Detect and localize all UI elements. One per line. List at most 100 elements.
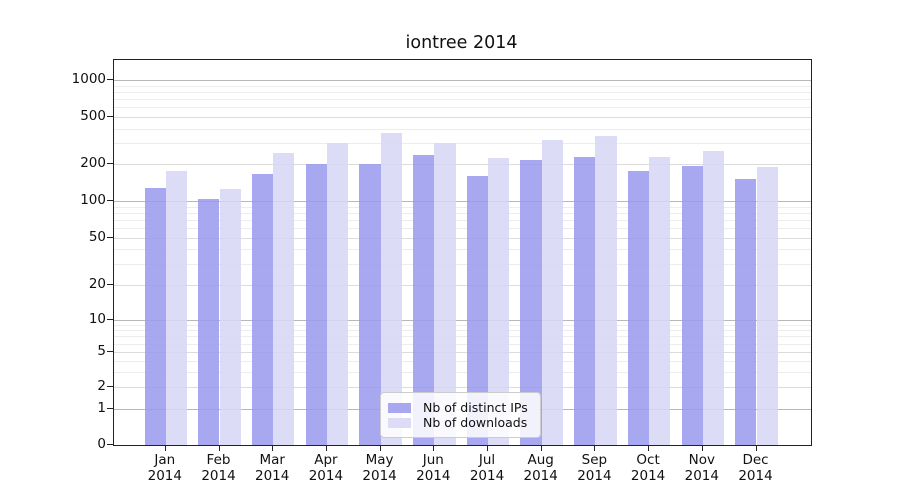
bar-nov-2014-distinct-ips [681, 165, 703, 445]
bar-jul-2014-downloads [488, 157, 510, 445]
bar-feb-2014-distinct-ips [198, 199, 220, 445]
minor-gridline [114, 264, 811, 266]
y-tick-mark [107, 116, 113, 117]
bar-aug-2014-distinct-ips [520, 160, 542, 445]
x-tick-mark [594, 445, 596, 451]
y-tick-label: 500 [80, 108, 106, 124]
minor-gridline [114, 143, 811, 145]
y-tick-mark [107, 444, 113, 445]
minor-gridline [114, 91, 811, 93]
legend-item-downloads: Nb of downloads [388, 416, 532, 429]
minor-gridline [114, 343, 811, 345]
x-tick-label: May 2014 [362, 452, 397, 484]
bar-jun-2014-downloads [434, 143, 456, 445]
x-tick-label: Nov 2014 [684, 452, 719, 484]
x-tick-mark [755, 445, 757, 451]
minor-gridline [114, 228, 811, 230]
y-tick-label: 2 [97, 378, 106, 394]
x-tick-label: Apr 2014 [308, 452, 344, 484]
x-tick-label: Oct 2014 [630, 452, 666, 484]
y-tick-label: 50 [88, 228, 106, 245]
bar-may-2014-downloads [380, 133, 402, 445]
minor-gridline [114, 371, 811, 373]
y-tick-label: 1 [97, 399, 106, 416]
x-tick-label: Jul 2014 [469, 452, 505, 484]
x-tick-label: Jun 2014 [416, 452, 451, 484]
plot-area [113, 59, 812, 446]
major-gridline [114, 201, 811, 202]
x-tick-mark [218, 445, 220, 451]
minor-gridline [114, 212, 811, 214]
x-tick-mark [487, 445, 488, 451]
gridline [114, 352, 811, 353]
legend: Nb of distinct IPs Nb of downloads [380, 392, 541, 438]
x-tick-mark [540, 445, 542, 451]
bar-jan-2014-downloads [165, 170, 188, 445]
minor-gridline [114, 99, 811, 101]
minor-gridline [114, 336, 811, 338]
chart-title: iontree 2014 [405, 33, 518, 53]
x-tick-mark [272, 445, 274, 451]
bar-nov-2014-downloads [702, 150, 725, 445]
x-tick-label: Dec 2014 [738, 452, 773, 484]
bar-feb-2014-downloads [219, 189, 241, 445]
x-tick-mark [701, 445, 703, 451]
x-tick-label: Aug 2014 [523, 452, 558, 484]
y-tick-mark [107, 319, 113, 320]
major-gridline [114, 80, 811, 81]
bar-sep-2014-downloads [595, 136, 617, 445]
x-tick-mark [379, 445, 381, 451]
y-tick-label: 10 [88, 311, 106, 327]
gridline [114, 117, 811, 118]
minor-gridline [114, 324, 811, 326]
bar-jan-2014-distinct-ips [144, 188, 166, 445]
y-tick-mark [107, 407, 113, 409]
y-tick-mark [107, 236, 113, 238]
legend-item-distinct-ips: Nb of distinct IPs [388, 401, 532, 414]
legend-label-downloads: Nb of downloads [423, 415, 528, 430]
x-tick-label: Feb 2014 [201, 452, 236, 484]
minor-gridline [114, 360, 811, 362]
legend-swatch-distinct-ips [388, 402, 411, 413]
minor-gridline [114, 85, 811, 87]
y-tick-label: 0 [97, 436, 106, 452]
bar-oct-2014-downloads [649, 156, 671, 445]
bar-dec-2014-downloads [756, 166, 778, 445]
x-tick-label: Sep 2014 [577, 452, 612, 484]
legend-label-distinct-ips: Nb of distinct IPs [423, 400, 528, 415]
minor-gridline [114, 249, 811, 251]
bar-aug-2014-downloads [541, 139, 563, 445]
major-gridline [114, 320, 811, 321]
gridline [114, 387, 811, 388]
x-tick-mark [164, 445, 166, 451]
y-tick-label: 20 [88, 276, 106, 292]
bar-mar-2014-distinct-ips [251, 174, 274, 445]
bar-jul-2014-distinct-ips [466, 175, 488, 445]
bar-apr-2014-downloads [326, 142, 349, 445]
bar-sep-2014-distinct-ips [574, 157, 596, 445]
bar-apr-2014-distinct-ips [305, 164, 327, 445]
minor-gridline [114, 206, 811, 208]
y-tick-label: 5 [97, 343, 106, 359]
bar-mar-2014-downloads [273, 153, 295, 445]
minor-gridline [114, 128, 811, 130]
y-tick-label: 1000 [71, 71, 106, 87]
legend-swatch-downloads [388, 417, 411, 428]
y-tick-mark [107, 79, 113, 80]
bar-jun-2014-distinct-ips [413, 154, 435, 445]
y-tick-mark [107, 351, 113, 352]
x-tick-label: Mar 2014 [255, 452, 290, 484]
bar-may-2014-distinct-ips [359, 164, 381, 445]
y-tick-label: 200 [80, 155, 106, 172]
x-tick-mark [433, 445, 435, 451]
bar-dec-2014-distinct-ips [735, 179, 757, 445]
minor-gridline [114, 219, 811, 221]
x-tick-mark [325, 445, 327, 451]
gridline [114, 164, 811, 166]
y-tick-mark [107, 386, 113, 387]
minor-gridline [114, 107, 811, 109]
gridline [114, 285, 811, 286]
bar-oct-2014-distinct-ips [627, 170, 650, 445]
minor-gridline [114, 330, 811, 332]
